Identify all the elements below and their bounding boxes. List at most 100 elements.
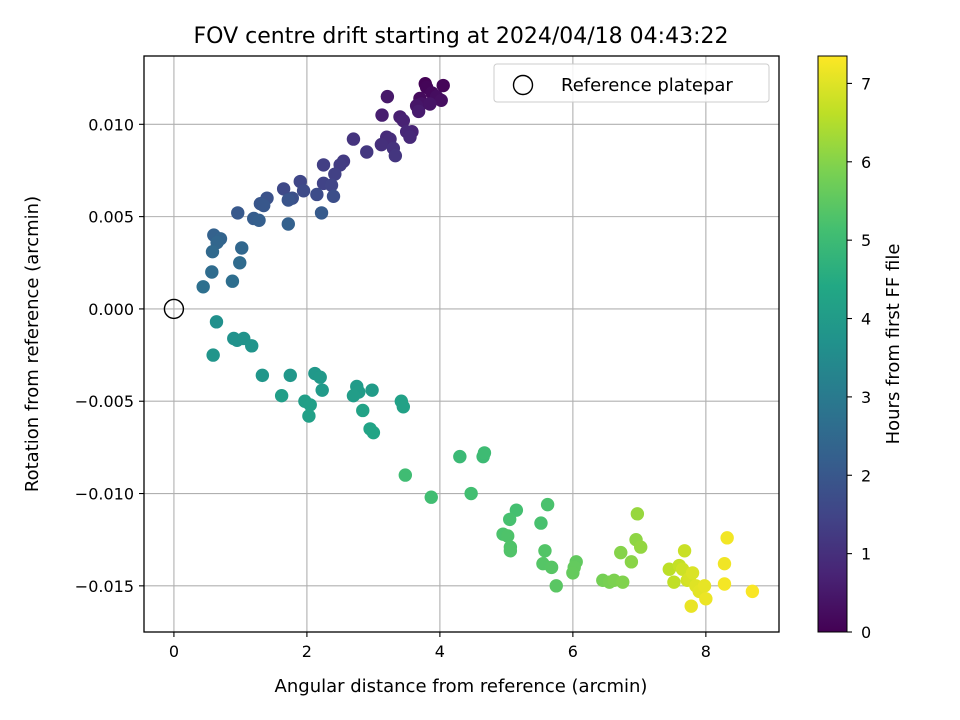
data-point	[252, 213, 266, 228]
legend-box	[493, 63, 770, 103]
data-point	[205, 244, 220, 259]
data-point	[366, 425, 381, 440]
data-point	[677, 544, 692, 558]
colorbar: 0 1 2 3 4 5 6 7 Hours from first FF file	[817, 55, 904, 642]
legend: Reference platepar	[493, 63, 770, 103]
data-point	[315, 383, 329, 397]
data-point	[206, 348, 220, 362]
data-point	[346, 132, 361, 146]
data-point	[745, 584, 760, 599]
x-tick-label: 8	[701, 642, 711, 661]
data-point	[396, 113, 411, 128]
data-point	[538, 544, 552, 558]
colorbar-ticks: 0 1 2 3 4 5 6 7	[847, 74, 871, 642]
data-point	[281, 193, 295, 207]
data-point	[411, 104, 426, 119]
data-point	[356, 403, 370, 418]
data-point	[436, 78, 450, 93]
data-point	[396, 400, 411, 414]
data-point	[540, 497, 555, 512]
data-point	[501, 529, 515, 543]
data-point	[316, 158, 331, 172]
x-axis-label: Angular distance from reference (arcmin)	[275, 676, 648, 697]
data-point	[274, 388, 289, 403]
data-point	[303, 398, 317, 412]
colorbar-tick-label: 4	[861, 310, 871, 329]
data-point	[256, 198, 271, 213]
data-point	[509, 503, 524, 517]
colorbar-tick-label: 2	[861, 466, 871, 485]
data-point	[403, 130, 417, 144]
data-point	[245, 339, 259, 353]
data-point	[634, 540, 648, 554]
data-point	[477, 446, 492, 460]
data-point	[717, 556, 732, 571]
data-point	[614, 545, 628, 560]
data-point	[233, 256, 247, 270]
data-point	[209, 315, 224, 329]
data-point	[324, 178, 339, 192]
data-point	[544, 560, 559, 575]
colorbar-label: Hours from first FF file	[883, 244, 904, 445]
colorbar-tick-label: 0	[861, 623, 871, 642]
data-point	[314, 206, 329, 220]
data-point	[281, 217, 295, 231]
data-point	[255, 368, 270, 383]
data-point	[667, 575, 681, 589]
data-point	[616, 575, 630, 589]
legend-entry-reference-platepar: Reference platepar	[561, 75, 733, 96]
data-point	[374, 137, 389, 152]
reference-marker-group	[163, 298, 185, 320]
y-axis-label: Rotation from reference (arcmin)	[22, 196, 43, 492]
colorbar-tick-label: 7	[861, 74, 871, 93]
data-point	[717, 577, 732, 591]
data-point	[453, 449, 467, 464]
data-point	[534, 516, 548, 530]
data-point	[699, 592, 713, 606]
x-tick-label: 4	[435, 642, 445, 661]
data-point	[503, 544, 518, 558]
data-points	[196, 76, 760, 613]
data-point	[375, 108, 389, 122]
data-point	[205, 265, 219, 279]
y-tick-label: 0.010	[88, 115, 134, 134]
data-point	[196, 280, 210, 294]
x-tick-label: 2	[302, 642, 312, 661]
x-tick-label: 6	[568, 642, 578, 661]
y-tick-label: −0.010	[75, 485, 134, 504]
data-point	[503, 512, 517, 527]
data-point	[464, 486, 478, 501]
data-point	[302, 409, 316, 423]
data-point	[225, 274, 240, 288]
data-point	[549, 579, 563, 593]
colorbar-tick-label: 1	[861, 545, 871, 564]
colorbar-gradient	[817, 55, 848, 633]
data-point	[310, 187, 324, 202]
data-point	[365, 383, 379, 397]
data-point	[380, 89, 395, 104]
data-point	[624, 555, 639, 569]
data-point	[346, 388, 361, 403]
data-point	[326, 189, 341, 204]
colorbar-tick-label: 3	[861, 388, 871, 407]
y-tick-label: −0.015	[75, 577, 134, 596]
data-point	[434, 93, 448, 108]
data-point	[296, 184, 311, 198]
data-point	[630, 507, 645, 521]
data-point	[231, 206, 245, 220]
grid-lines	[144, 56, 779, 632]
data-point	[360, 145, 374, 159]
data-point	[388, 148, 403, 163]
data-point	[697, 579, 712, 593]
data-point	[566, 566, 580, 580]
reference-platepar-marker	[163, 298, 185, 320]
y-tick-label: −0.005	[75, 392, 134, 411]
legend-reference-marker	[512, 74, 534, 96]
colorbar-tick-label: 6	[861, 153, 871, 172]
colorbar-tick-label: 5	[861, 231, 871, 250]
data-point	[235, 241, 249, 255]
data-point	[684, 599, 698, 613]
data-point	[720, 531, 734, 545]
x-tick-label: 0	[169, 642, 179, 661]
